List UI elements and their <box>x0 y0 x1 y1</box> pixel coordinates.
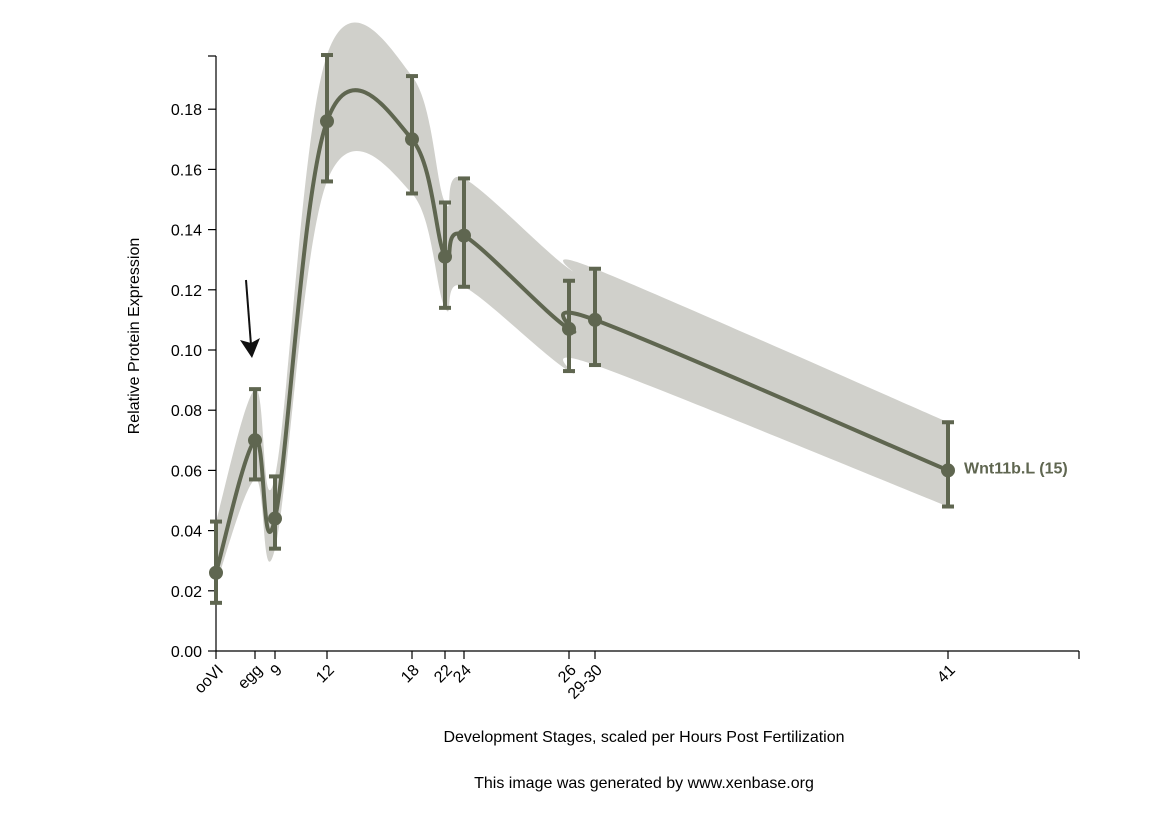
y-tick-label: 0.08 <box>171 403 202 420</box>
y-tick-label: 0.10 <box>171 343 202 360</box>
credit-text: This image was generated by www.xenbase.… <box>474 775 814 792</box>
data-point <box>248 433 262 448</box>
series-line <box>214 88 950 575</box>
y-tick-label: 0.00 <box>171 644 202 661</box>
y-tick-label: 0.16 <box>171 162 202 179</box>
data-point <box>268 511 282 526</box>
x-tick-label: 41 <box>934 662 959 687</box>
y-tick-label: 0.02 <box>171 584 202 601</box>
data-point <box>438 249 452 264</box>
x-tick-label: 24 <box>450 662 475 687</box>
y-tick-label: 0.12 <box>171 283 202 300</box>
y-axis-title: Relative Protein Expression <box>126 238 143 435</box>
data-point <box>209 565 223 580</box>
x-axis-title: Development Stages, scaled per Hours Pos… <box>443 729 844 746</box>
series-label: Wnt11b.L (15) <box>964 460 1068 477</box>
data-point <box>457 228 471 243</box>
y-tick-label: 0.14 <box>171 223 202 240</box>
y-tick-label: 0.06 <box>171 463 202 480</box>
data-point <box>320 114 334 129</box>
y-tick-label: 0.04 <box>171 524 202 541</box>
confidence-band <box>216 22 948 585</box>
y-tick-label: 0.18 <box>171 102 202 119</box>
data-point <box>405 132 419 147</box>
data-point <box>562 321 576 336</box>
x-tick-label: 9 <box>268 662 286 680</box>
x-tick-label: 18 <box>398 662 423 687</box>
x-tick-label: egg <box>235 662 266 693</box>
x-tick-label: ooVI <box>192 662 227 697</box>
arrow-head <box>240 338 260 358</box>
data-point <box>588 312 602 327</box>
data-point <box>941 463 955 478</box>
x-tick-label: 12 <box>313 662 338 687</box>
arrow-shaft <box>245 279 252 346</box>
